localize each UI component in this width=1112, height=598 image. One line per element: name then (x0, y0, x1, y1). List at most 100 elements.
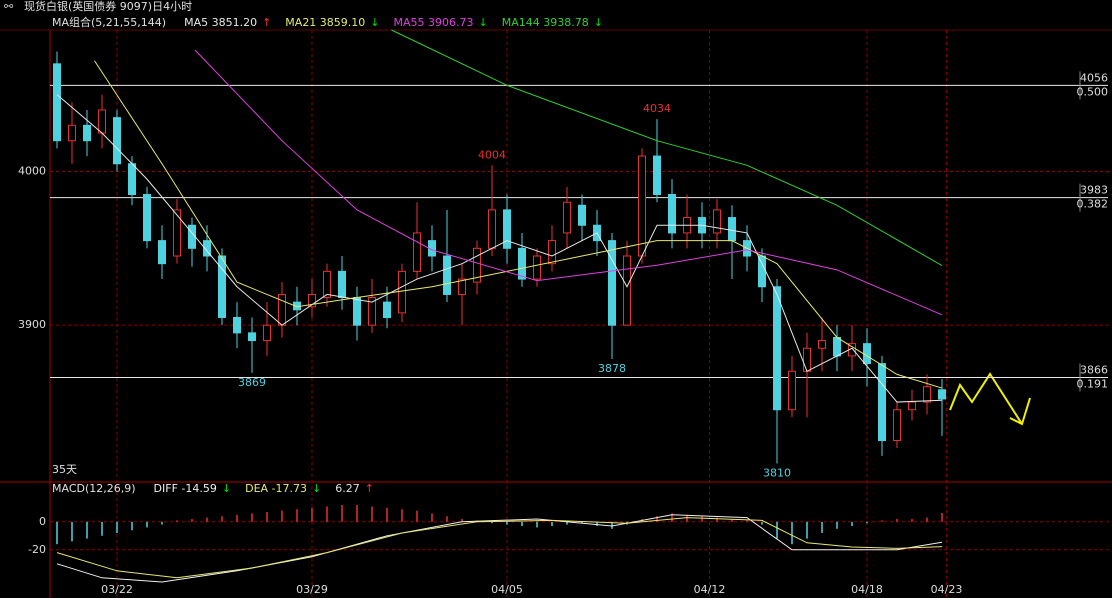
candle-body (773, 286, 781, 411)
legend-label: MA21 3859.10 (285, 16, 365, 29)
y-tick-label: 4000 (18, 164, 46, 177)
candle-body (248, 332, 256, 342)
candle-body (218, 255, 226, 318)
candle-body (488, 209, 496, 249)
level-price: 4056 (1080, 71, 1108, 84)
candle-body (503, 209, 511, 249)
candle-body (548, 240, 556, 265)
candle-body (713, 209, 721, 234)
legend-trend: ↓ (312, 482, 321, 495)
legend-trend: ↑ (262, 16, 271, 29)
x-tick-label: 03/29 (296, 583, 328, 596)
candle-body (398, 270, 406, 314)
candle-body (458, 278, 466, 295)
drawn-forecast (949, 372, 1023, 425)
candle-body (653, 155, 661, 196)
note: 35天 (52, 463, 77, 476)
x-tick-label: 04/12 (694, 583, 726, 596)
x-tick-label: 04/05 (491, 583, 523, 596)
level-ratio: 0.191 (1077, 377, 1109, 390)
candle-body (413, 232, 421, 272)
legend-label: MA144 3938.78 (502, 16, 589, 29)
candle-body (623, 255, 631, 326)
candle-body (668, 194, 676, 234)
candle-body (368, 297, 376, 326)
candle-body (263, 324, 271, 342)
drawn-arrow (1009, 397, 1031, 426)
legend-trend: ↑ (365, 482, 374, 495)
price-annotation: 4034 (643, 102, 671, 115)
candle-body (563, 201, 571, 234)
level-price: 3866 (1080, 363, 1108, 376)
candle-body (143, 194, 151, 242)
candle-body (188, 224, 196, 249)
line-series (56, 514, 943, 583)
level-price: 3983 (1080, 184, 1108, 197)
y-tick-label: 3900 (18, 318, 46, 331)
candle-body (173, 209, 181, 257)
candle-body (833, 336, 841, 357)
legend-title: MACD(12,26,9) (52, 482, 136, 495)
candle-body (98, 109, 106, 134)
candle-body (203, 240, 211, 257)
y-tick-label: -20 (28, 543, 46, 556)
candle-body (788, 370, 796, 411)
candle-body (53, 63, 61, 142)
candle-body (908, 401, 916, 411)
level-ratio: 0.500 (1077, 85, 1109, 98)
legend-label: DEA -17.73 (245, 482, 307, 495)
candle-body (803, 347, 811, 372)
y-tick-label: 0 (39, 515, 46, 528)
candle-body (113, 117, 121, 165)
legend-trend: ↓ (594, 16, 603, 29)
candle-body (383, 301, 391, 318)
line-series (94, 60, 943, 389)
line-series (56, 94, 943, 403)
candle-body (158, 240, 166, 265)
candle-body (233, 316, 241, 334)
legend-trend: ↓ (222, 482, 231, 495)
price-annotation: 3810 (763, 467, 791, 480)
candle-body (338, 270, 346, 299)
candle-body (443, 255, 451, 295)
legend-label: MA5 3851.20 (184, 16, 257, 29)
candle-body (758, 255, 766, 288)
candle-body (938, 389, 946, 400)
candle-body (128, 163, 136, 196)
candle-body (923, 386, 931, 403)
candle-body (893, 409, 901, 441)
candle-body (308, 293, 316, 308)
price-annotation: 3878 (598, 362, 626, 375)
legend-trend: ↓ (370, 16, 379, 29)
candle-body (608, 240, 616, 326)
x-tick-label: 04/23 (931, 583, 963, 596)
line-series (56, 517, 943, 579)
candle-body (518, 247, 526, 280)
candle-body (353, 297, 361, 326)
legend-trend: ↓ (479, 16, 488, 29)
candle-body (68, 124, 76, 142)
candle-body (728, 217, 736, 242)
candle-body (473, 247, 481, 283)
candle-body (818, 340, 826, 349)
legend-label: DIFF -14.59 (154, 482, 217, 495)
candle-body (878, 363, 886, 441)
price-annotation: 4004 (478, 148, 506, 161)
candle-body (323, 270, 331, 299)
level-ratio: 0.382 (1077, 198, 1109, 211)
candle-body (863, 343, 871, 365)
legend-title: MA组合(5,21,55,144) (52, 15, 166, 29)
legend-label: MA55 3906.73 (394, 16, 474, 29)
candle-body (83, 124, 91, 142)
candle-body (578, 204, 586, 226)
candle-body (533, 255, 541, 280)
candle-body (638, 155, 646, 257)
x-tick-label: 03/22 (101, 583, 133, 596)
page-title: 现货白银(英国债券 9097)日4小时 (24, 0, 192, 13)
icon: ⚯ (4, 0, 14, 13)
legend-label: 6.27 (335, 482, 360, 495)
price-annotation: 3869 (238, 376, 266, 389)
line-series (391, 29, 943, 266)
